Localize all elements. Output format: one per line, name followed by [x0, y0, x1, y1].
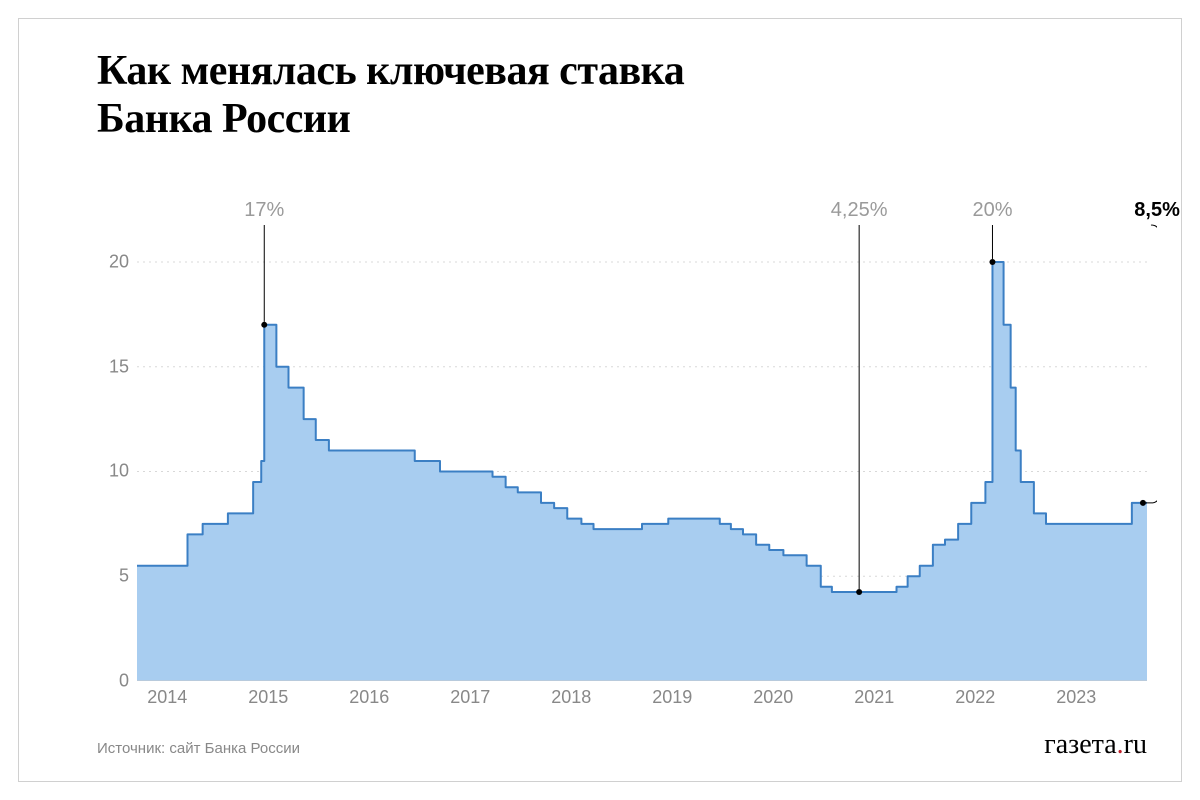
page-title: Как менялась ключевая ставка Банка Росси…	[97, 47, 684, 144]
title-line-2: Банка России	[97, 96, 350, 142]
rate-chart-svg	[137, 241, 1147, 681]
brand-main: газета	[1044, 729, 1116, 760]
x-tick-label: 2023	[1056, 687, 1096, 708]
x-tick-label: 2014	[147, 687, 187, 708]
source-label: Источник: сайт Банка России	[97, 740, 300, 757]
x-tick-label: 2019	[652, 687, 692, 708]
title-line-1: Как менялась ключевая ставка	[97, 48, 684, 94]
y-tick-label: 15	[109, 356, 129, 377]
y-tick-label: 10	[109, 461, 129, 482]
chart-container: 0 5 10 15 20 2014 2015 2016 2017 2018 2019 2020 2021…	[97, 201, 1157, 721]
x-tick-label: 2016	[349, 687, 389, 708]
callout-label: 17%	[244, 199, 284, 222]
brand-tld: ru	[1124, 729, 1147, 760]
y-tick-label: 5	[119, 566, 129, 587]
callout-label: 4,25%	[831, 199, 888, 222]
x-tick-label: 2015	[248, 687, 288, 708]
chart-frame: Как менялась ключевая ставка Банка Росси…	[18, 18, 1182, 782]
x-tick-label: 2021	[854, 687, 894, 708]
brand-dot: .	[1117, 729, 1124, 760]
x-tick-label: 2018	[551, 687, 591, 708]
callout-label: 8,5%	[1134, 199, 1180, 222]
x-tick-label: 2020	[753, 687, 793, 708]
y-tick-label: 0	[119, 671, 129, 692]
y-tick-label: 20	[109, 251, 129, 272]
x-tick-label: 2022	[955, 687, 995, 708]
brand-logo: газета.ru	[1044, 729, 1147, 761]
x-tick-label: 2017	[450, 687, 490, 708]
callout-label: 20%	[972, 199, 1012, 222]
